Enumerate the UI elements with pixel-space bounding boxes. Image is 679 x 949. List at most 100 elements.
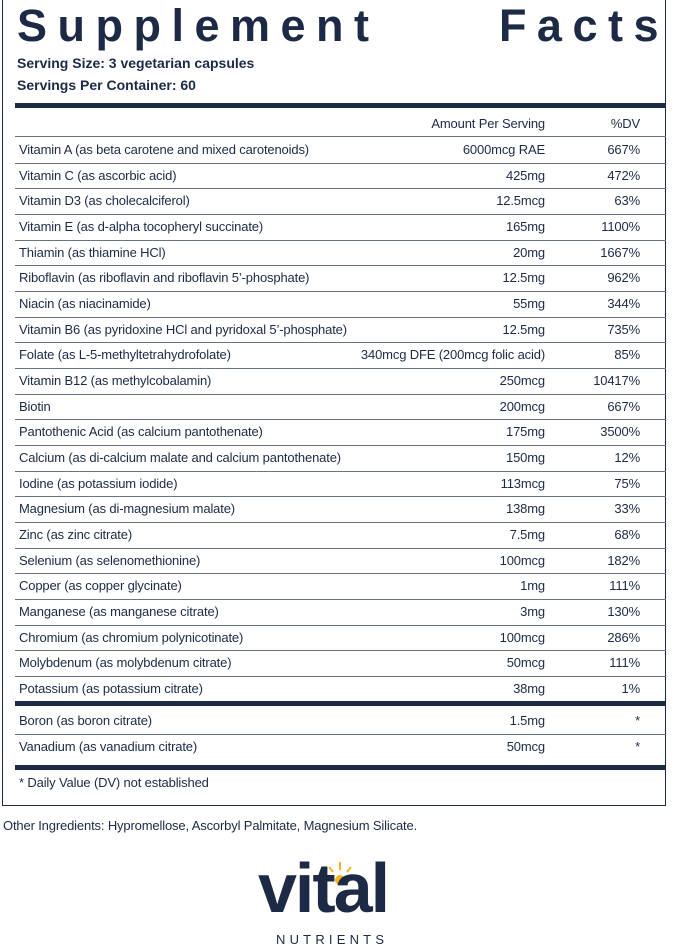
amount: 50mcg <box>506 655 545 671</box>
rule <box>15 547 666 549</box>
daily-value: 962% <box>607 270 640 286</box>
daily-value: 75% <box>614 475 640 491</box>
daily-value: 10417% <box>593 373 640 389</box>
nutrient-name: Vitamin D3 (as cholecalciferol) <box>19 193 190 209</box>
amount: 7.5mg <box>509 527 546 543</box>
nutrient-name: Molybdenum (as molybdenum citrate) <box>19 655 232 671</box>
amount: 1mg <box>520 578 545 594</box>
nutrient-name: Pantothenic Acid (as calcium pantothenat… <box>19 424 263 440</box>
amount: 113mcg <box>500 475 546 491</box>
nutrient-name: Potassium (as potassium citrate) <box>19 681 203 697</box>
column-header: Amount Per Serving <box>431 116 545 131</box>
daily-value: * <box>635 713 640 728</box>
footnote: * Daily Value (DV) not established <box>19 775 209 790</box>
amount: 20mg <box>513 244 545 260</box>
servings-per-container: Servings Per Container: 60 <box>17 77 196 93</box>
nutrient-name: Manganese (as manganese citrate) <box>19 604 219 620</box>
rule <box>15 239 666 241</box>
amount: 425mg <box>506 167 545 183</box>
nutrient-name: Biotin <box>19 398 51 414</box>
rule <box>15 188 666 190</box>
rule <box>15 342 666 344</box>
amount: 100mcg <box>499 629 546 645</box>
daily-value: 1% <box>621 681 641 697</box>
daily-value: 286% <box>607 629 640 645</box>
amount: 1.5mg <box>509 713 546 728</box>
title: Supplement Facts <box>17 0 669 51</box>
amount: 12.5mg <box>502 321 546 337</box>
serving-size: Serving Size: 3 vegetarian capsules <box>17 55 255 71</box>
amount: 38mg <box>513 681 545 697</box>
rule <box>15 393 666 395</box>
rule <box>15 445 666 447</box>
amount: 165mg <box>506 219 545 234</box>
nutrient-name: Calcium (as di-calcium malate and calciu… <box>19 450 341 466</box>
amount: 12.5mg <box>502 270 546 286</box>
daily-value: 472% <box>607 167 640 183</box>
nutrient-name: Riboflavin (as riboflavin and riboflavin… <box>19 270 310 286</box>
nutrient-name: Vitamin B6 (as pyridoxine HCl and pyrido… <box>19 321 347 337</box>
nutrient-name: Folate (as L-5-methyltetrahydrofolate) <box>19 347 231 363</box>
rule <box>15 419 666 421</box>
nutrient-name: Niacin (as niacinamide) <box>19 296 151 312</box>
amount: 138mg <box>506 501 545 517</box>
nutrient-name: Selenium (as selenomethionine) <box>19 552 201 568</box>
amount: 50mcg <box>506 738 545 754</box>
rule <box>15 214 666 215</box>
daily-value: 63% <box>614 193 640 209</box>
amount: 3mg <box>520 604 545 620</box>
nutrient-name: Vitamin A (as beta carotene and mixed ca… <box>19 142 309 157</box>
daily-value: 111% <box>609 655 640 671</box>
nutrient-name: Chromium (as chromium polynicotinate) <box>19 629 244 645</box>
rule <box>15 368 666 370</box>
nutrient-name: Magnesium (as di-magnesium malate) <box>19 501 235 517</box>
daily-value: 3500% <box>600 424 640 440</box>
daily-value: 344% <box>607 296 640 312</box>
amount: 100mcg <box>499 552 546 568</box>
daily-value: 1100% <box>601 219 640 234</box>
rule <box>15 162 666 164</box>
daily-value: 1667% <box>600 244 640 260</box>
rule <box>15 470 666 472</box>
amount: 55mg <box>513 296 545 312</box>
rule <box>15 136 666 137</box>
rule <box>15 265 666 267</box>
amount: 340mcg DFE (200mcg folic acid) <box>360 347 545 363</box>
daily-value: 667% <box>607 142 640 157</box>
nutrient-name: Zinc (as zinc citrate) <box>19 527 133 543</box>
rule <box>15 676 666 678</box>
rule <box>15 316 666 318</box>
daily-value: 33% <box>614 501 640 517</box>
sun-icon <box>322 862 358 885</box>
rule <box>15 522 666 524</box>
nutrient-name: Copper (as copper glycinate) <box>19 578 182 594</box>
amount: 200mcg <box>499 398 546 414</box>
nutrient-name: Thiamin (as thiamine HCl) <box>19 244 166 260</box>
daily-value: 111% <box>609 578 640 594</box>
daily-value: 667% <box>607 398 640 414</box>
thick-rule <box>15 765 666 770</box>
amount: 150mg <box>506 450 545 466</box>
amount: 175mg <box>506 424 545 440</box>
column-header: %DV <box>610 116 640 131</box>
thick-rule <box>15 701 666 706</box>
daily-value: 85% <box>614 347 640 363</box>
rule <box>15 650 666 652</box>
daily-value: 68% <box>614 527 640 543</box>
amount: 6000mcg RAE <box>462 142 545 157</box>
rule <box>15 496 666 498</box>
rule <box>15 599 666 601</box>
daily-value: * <box>635 738 640 754</box>
rule <box>15 624 666 626</box>
other-ingredients: Other Ingredients: Hypromellose, Ascorby… <box>3 818 418 833</box>
rule <box>15 573 666 575</box>
amount: 12.5mcg <box>496 193 545 209</box>
nutrient-name: Vitamin E (as d-alpha tocopheryl succina… <box>19 219 264 234</box>
rule <box>15 291 666 293</box>
facts-panel: Supplement Facts Serving Size: 3 vegetar… <box>2 0 666 806</box>
nutrient-name: Vitamin B12 (as methylcobalamin) <box>19 373 212 389</box>
daily-value: 182% <box>607 552 640 568</box>
thick-rule <box>15 103 666 108</box>
daily-value: 735% <box>607 321 640 337</box>
